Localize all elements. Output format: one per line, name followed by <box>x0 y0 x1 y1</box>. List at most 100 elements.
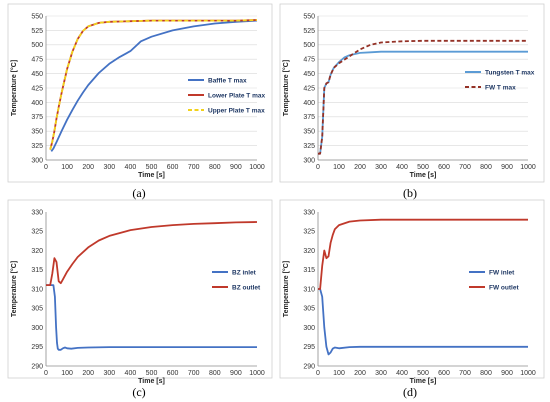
x-axis-title: Time [s] <box>138 378 165 385</box>
x-tick-label: 600 <box>438 164 450 171</box>
y-tick-label: 310 <box>31 286 43 293</box>
series-line-baffle-t-max <box>50 19 258 152</box>
y-tick-label: 550 <box>303 13 315 20</box>
panel-d: 290 295 300 305 310 315 320 325 330 0 100 200 300 400… <box>279 199 545 399</box>
y-tick-label: 375 <box>31 114 43 121</box>
y-tick-label: 450 <box>31 71 43 78</box>
x-tick-label: 200 <box>82 164 94 171</box>
x-tick-label: 1000 <box>520 164 536 171</box>
x-tick-label: 500 <box>417 370 429 377</box>
y-axis-title: Temperature [°C] <box>282 261 290 317</box>
legend-label: FW T max <box>485 84 516 91</box>
x-tick-label: 600 <box>438 370 450 377</box>
y-tick-label: 525 <box>303 28 315 35</box>
y-axis-title: Temperature [°C] <box>10 261 18 317</box>
x-tick-label: 1000 <box>520 370 536 377</box>
legend-label: FW outlet <box>489 284 519 291</box>
x-tick-label: 600 <box>167 370 179 377</box>
y-tick-label: 425 <box>31 85 43 92</box>
series-line-tungsten-t-max <box>318 50 528 155</box>
x-tick-label: 500 <box>146 370 158 377</box>
x-tick-label: 500 <box>417 164 429 171</box>
x-tick-label: 700 <box>188 370 200 377</box>
x-tick-label: 700 <box>188 164 200 171</box>
y-tick-label: 330 <box>303 209 315 216</box>
y-tick-label: 300 <box>303 325 315 332</box>
y-tick-label: 450 <box>303 71 315 78</box>
x-tick-label: 200 <box>354 370 366 377</box>
y-tick-label: 320 <box>31 248 43 255</box>
y-tick-label: 290 <box>303 363 315 370</box>
x-tick-label: 900 <box>230 370 242 377</box>
legend-label: FW inlet <box>489 269 515 276</box>
y-tick-label: 350 <box>31 129 43 136</box>
x-tick-label: 1000 <box>249 164 265 171</box>
x-tick-label: 300 <box>103 370 115 377</box>
x-tick-label: 700 <box>459 370 471 377</box>
panel-caption: (b) <box>403 186 417 200</box>
y-tick-label: 350 <box>303 129 315 136</box>
x-tick-label: 900 <box>501 164 513 171</box>
x-tick-label: 400 <box>125 370 137 377</box>
x-tick-label: 100 <box>333 370 345 377</box>
x-tick-label: 300 <box>103 164 115 171</box>
x-tick-label: 200 <box>354 164 366 171</box>
x-tick-label: 900 <box>501 370 513 377</box>
y-tick-label: 425 <box>303 85 315 92</box>
y-tick-label: 290 <box>31 363 43 370</box>
legend-label: BZ inlet <box>232 269 257 276</box>
x-tick-label: 300 <box>375 370 387 377</box>
x-tick-label: 100 <box>61 370 73 377</box>
y-tick-label: 525 <box>31 28 43 35</box>
panel-caption: (c) <box>132 385 145 399</box>
panel-frame <box>279 199 545 379</box>
panel-frame <box>279 3 545 183</box>
y-axis-title: Temperature [°C] <box>282 60 290 116</box>
x-tick-label: 800 <box>480 370 492 377</box>
x-tick-label: 500 <box>146 164 158 171</box>
x-tick-label: 400 <box>396 164 408 171</box>
series-line-bz-outlet <box>46 221 258 286</box>
y-tick-label: 400 <box>303 100 315 107</box>
y-tick-label: 310 <box>303 286 315 293</box>
x-tick-label: 1000 <box>249 370 265 377</box>
y-tick-label: 315 <box>303 267 315 274</box>
panel-a: 300 325 350 375 400 425 450 475 500 525 550 0 100 200… <box>7 3 273 200</box>
y-tick-label: 325 <box>303 143 315 150</box>
x-axis-title: Time [s] <box>410 378 437 385</box>
series-line-upper-plate-t-max <box>49 19 258 150</box>
y-tick-label: 295 <box>31 344 43 351</box>
x-tick-label: 700 <box>459 164 471 171</box>
panel-caption: (d) <box>403 385 417 399</box>
series-line-bz-inlet <box>46 284 257 351</box>
y-tick-label: 305 <box>303 306 315 313</box>
x-tick-label: 0 <box>316 164 320 171</box>
series-line-fw-t-max <box>318 39 528 155</box>
y-tick-label: 325 <box>31 229 43 236</box>
y-tick-label: 375 <box>303 114 315 121</box>
legend-label: Upper Plate T max <box>208 107 265 114</box>
y-tick-label: 320 <box>303 248 315 255</box>
y-tick-label: 295 <box>303 344 315 351</box>
y-axis-title: Temperature [°C] <box>10 60 18 116</box>
y-tick-label: 475 <box>303 57 315 64</box>
legend-label: Baffle T max <box>208 77 247 84</box>
y-tick-label: 300 <box>31 157 43 164</box>
legend-label: BZ outlet <box>232 284 261 291</box>
x-tick-label: 200 <box>82 370 94 377</box>
series-line-fw-inlet <box>318 288 528 356</box>
x-tick-label: 400 <box>125 164 137 171</box>
y-tick-label: 300 <box>303 157 315 164</box>
x-tick-label: 900 <box>230 164 242 171</box>
y-tick-label: 300 <box>31 325 43 332</box>
y-tick-label: 305 <box>31 306 43 313</box>
panel-frame <box>7 199 273 379</box>
panel-caption: (a) <box>132 186 145 200</box>
x-axis-title: Time [s] <box>138 172 165 179</box>
series-line-fw-outlet <box>318 218 528 290</box>
y-tick-label: 330 <box>31 209 43 216</box>
x-tick-label: 800 <box>209 370 221 377</box>
x-tick-label: 800 <box>209 164 221 171</box>
x-tick-label: 100 <box>333 164 345 171</box>
